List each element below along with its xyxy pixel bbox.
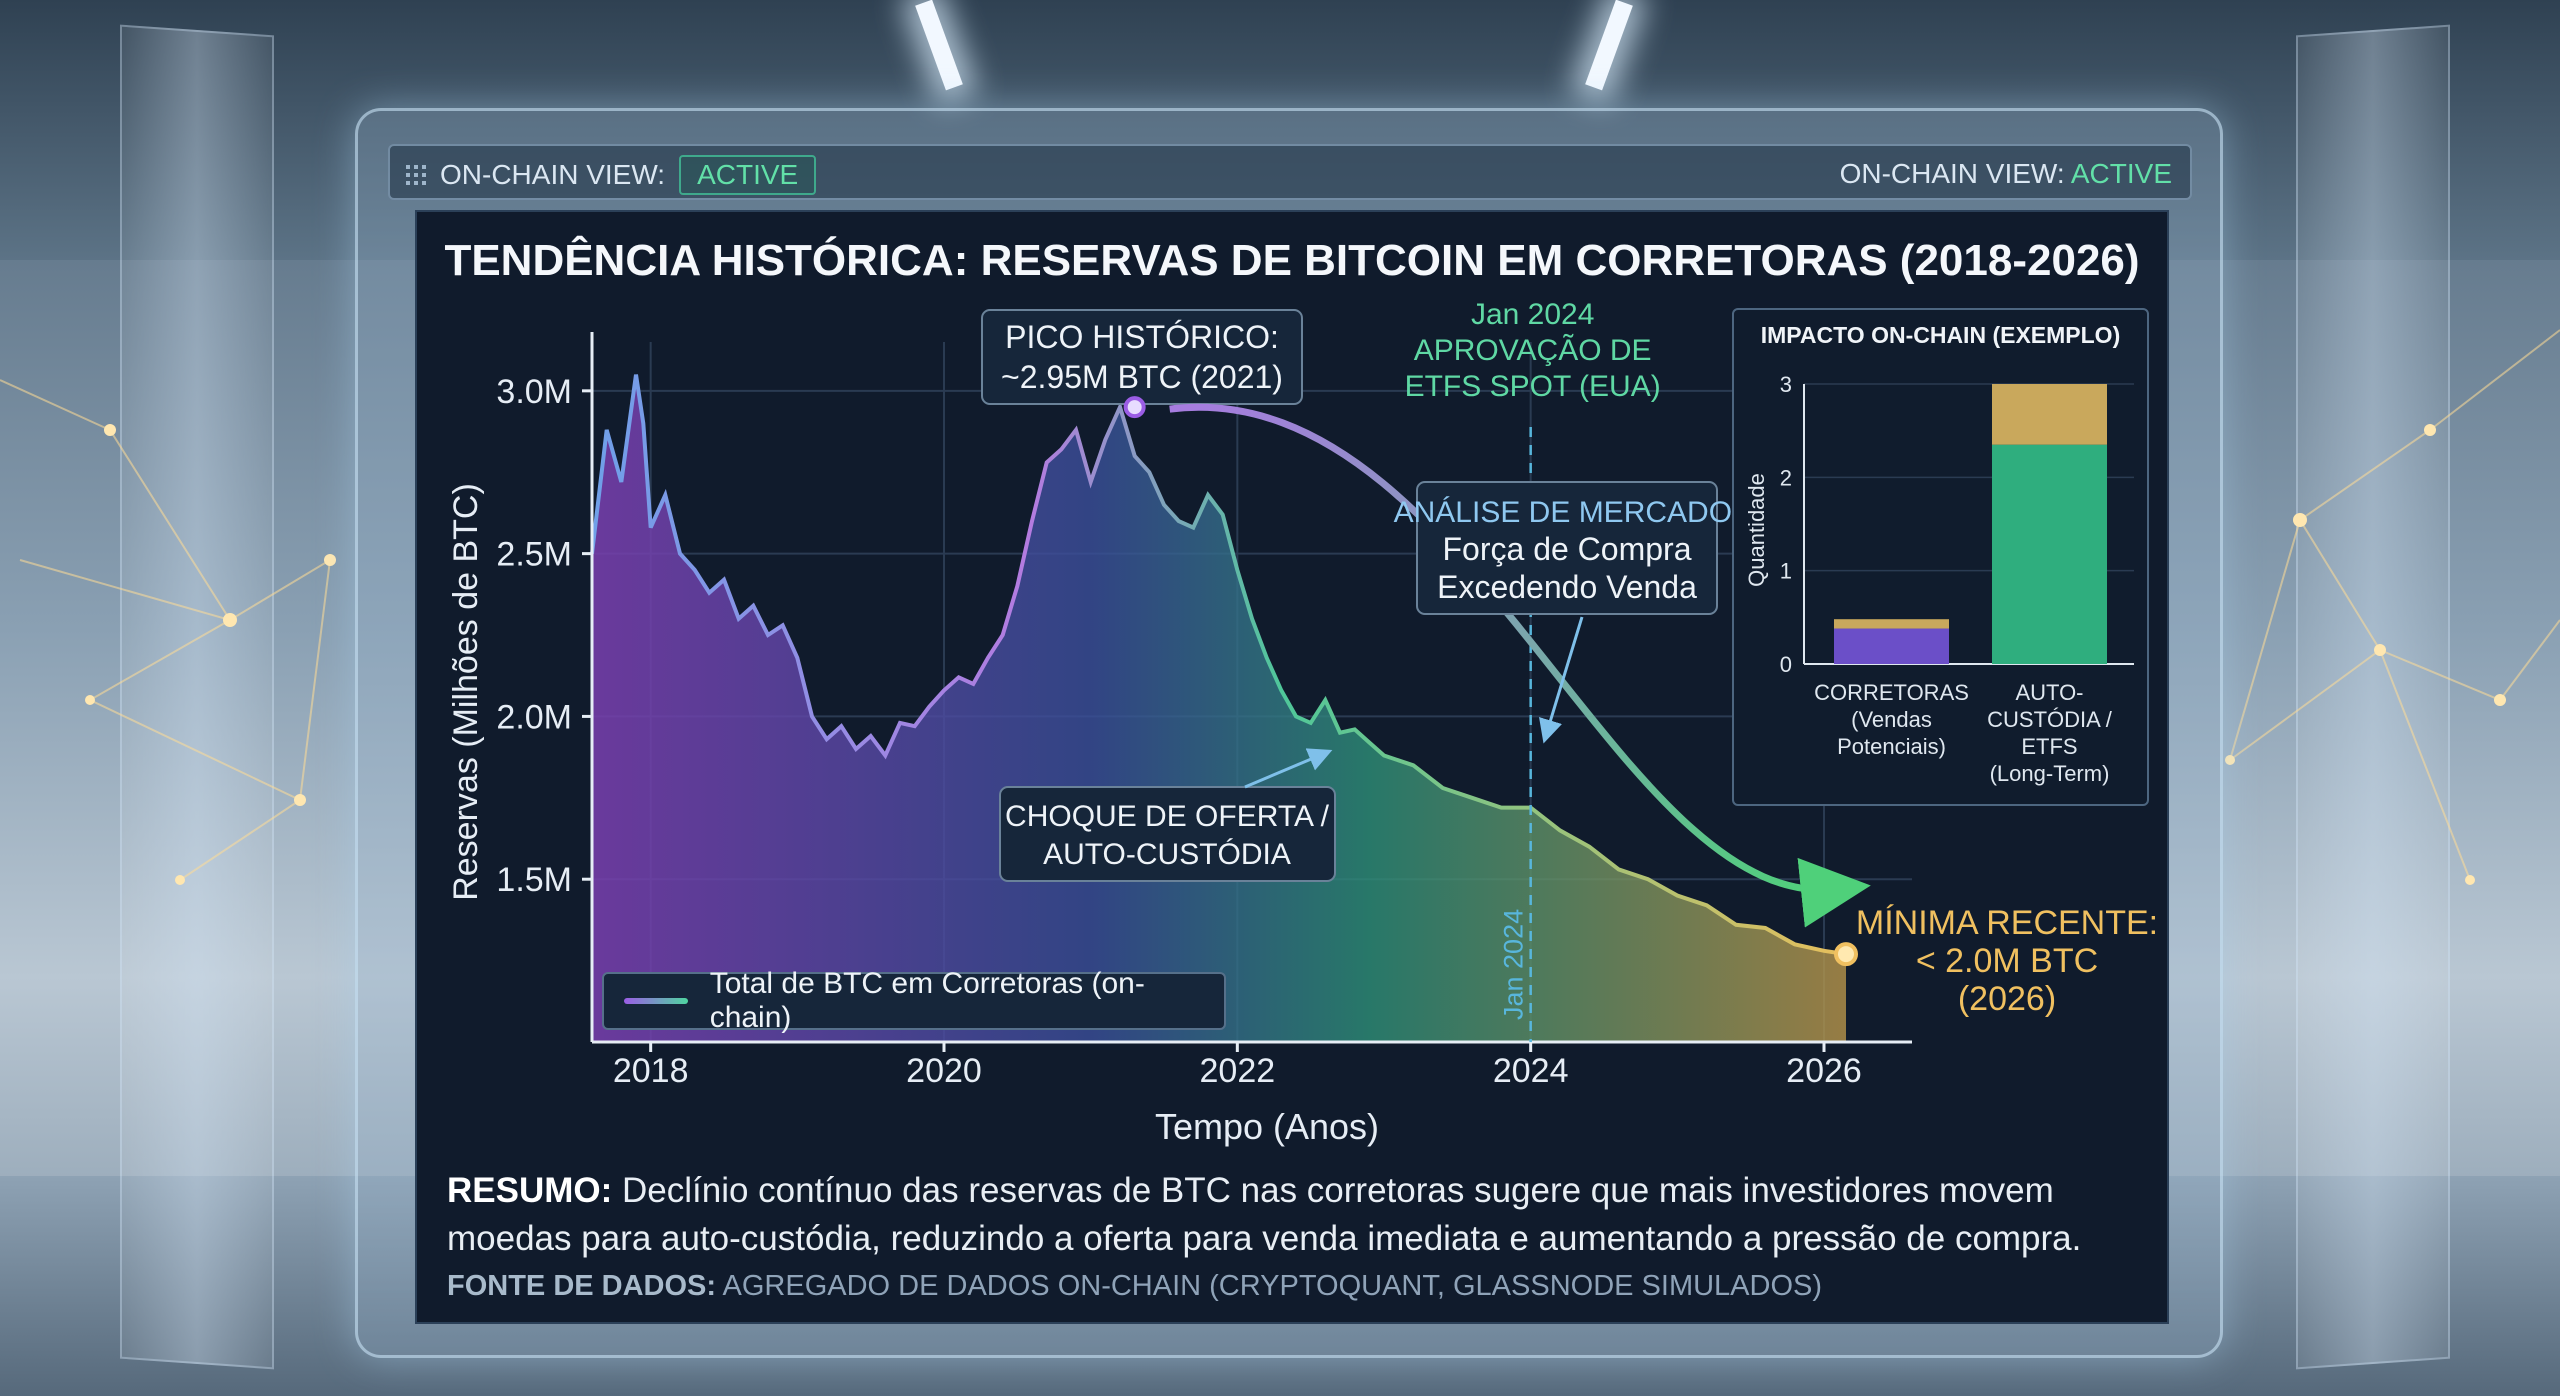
axes: 2018 2020 2022 2024 2026 1.5M 2.0M 2.5M 3.0M Temp… [447,332,1912,1147]
reserves-area [592,374,1846,1043]
inset-category-label: CUSTÓDIA / [1987,707,2113,732]
main-chart: 2018 2020 2022 2024 2026 1.5M 2.0M 2.5M 3.0M Temp… [447,298,2158,1147]
y-tick-label: 2.0M [496,698,572,736]
x-tick-label: 2024 [1493,1052,1569,1090]
inset-category-label: Potenciais) [1837,734,1946,759]
inset-category-label: (Vendas [1851,707,1932,732]
market-analysis-line2: Excedendo Venda [1437,569,1697,605]
y-axis-title: Reservas (Milhões de BTC) [447,483,485,901]
minimum-label-year: (2026) [1958,980,2056,1018]
legend-label: Total de BTC em Corretoras (on-chain) [709,967,1145,1034]
market-analysis-line1: Força de Compra [1443,531,1692,567]
supply-shock-box [999,786,1336,882]
active-badge[interactable]: ACTIVE [679,155,817,195]
inset-bar-base [1992,444,2107,664]
minimum-label-title: MÍNIMA RECENTE: [1856,904,2158,942]
x-tick-label: 2026 [1786,1052,1862,1090]
inset-bar-top [1992,384,2107,445]
etf-label-date: Jan 2024 [1471,298,1594,331]
market-analysis-pointer [1539,616,1584,744]
minimum-label-value: < 2.0M BTC [1916,942,2098,980]
inset-chart: IMPACTO ON-CHAIN (EXEMPLO) 0 1 2 3 Quantidad… [1732,308,2149,806]
chart-title: TENDÊNCIA HISTÓRICA: RESERVAS DE BITCOIN… [444,236,2140,285]
supply-shock-line1: CHOQUE DE OFERTA / [1005,800,1330,833]
x-tick-label: 2022 [1200,1052,1276,1090]
y-tick-label: 3.0M [496,373,572,411]
inset-category-label: ETFS [2021,734,2077,759]
inset-bar-base [1834,628,1949,664]
peak-callout-title: PICO HISTÓRICO: [1005,319,1279,355]
active-status: ACTIVE [2070,158,2172,189]
etf-line-label: Jan 2024 [1499,909,1529,1020]
trend-arrow [1169,403,1871,928]
legend-swatch [624,998,688,1004]
inset-y-axis-title: Quantidade [1744,473,1769,587]
chart-panel: TENDÊNCIA HISTÓRICA: RESERVAS DE BITCOIN… [415,210,2169,1324]
market-analysis-box [1416,481,1718,615]
x-axis-title: Tempo (Anos) [1155,1106,1379,1147]
y-tick-label: 1.5M [496,861,572,899]
minimum-marker [1834,942,1858,967]
source-body: AGREGADO DE DADOS ON-CHAIN (CRYPTOQUANT,… [716,1270,1823,1302]
chart-legend: Total de BTC em Corretoras (on-chain) [602,967,1226,1034]
top-bar: ON-CHAIN VIEW: ACTIVE ON-CHAIN VIEW: ACT… [388,144,2192,200]
inset-y-tick-label: 3 [1780,372,1792,397]
x-tick-label: 2020 [906,1052,982,1090]
etf-label-title: APROVAÇÃO DE [1414,333,1652,367]
on-chain-view-label: ON-CHAIN VIEW: [440,159,666,190]
source-label: FONTE DE DADOS: [447,1270,717,1302]
inset-category-label: (Long-Term) [1990,761,2110,786]
peak-marker [1123,396,1146,419]
inset-y-tick-label: 1 [1780,559,1792,584]
reserves-line [590,374,1847,957]
inset-bar-chart: 0 1 2 3 Quantidade CORRETORAS(VendasPotenciai… [1744,372,2134,786]
inset-y-tick-label: 0 [1780,652,1792,677]
grid-dots-icon [406,165,426,185]
x-tick-label: 2018 [613,1052,689,1090]
peak-callout-value: ~2.95M BTC (2021) [1001,359,1283,395]
summary-text: RESUMO: Declínio contínuo das reservas d… [447,1167,2147,1263]
etf-label-sub: ETFS SPOT (EUA) [1405,370,1661,403]
summary-label: RESUMO: [447,1171,613,1210]
inset-y-tick-label: 2 [1780,465,1792,490]
inset-category-label: AUTO- [2015,680,2083,705]
summary-body: Declínio contínuo das reservas de BTC na… [447,1171,2082,1258]
supply-shock-line2: AUTO-CUSTÓDIA [1043,838,1291,871]
inset-category-label: CORRETORAS [1814,680,1969,705]
market-analysis-title: ANÁLISE DE MERCADO: [1394,496,1741,529]
data-source: FONTE DE DADOS: AGREGADO DE DADOS ON-CHA… [447,1270,1822,1303]
supply-shock-pointer [1244,748,1333,789]
on-chain-view-label-right: ON-CHAIN VIEW: [1839,158,2065,189]
inset-title: IMPACTO ON-CHAIN (EXEMPLO) [1760,322,2121,348]
y-tick-label: 2.5M [496,536,572,574]
inset-bar-top [1834,619,1949,629]
